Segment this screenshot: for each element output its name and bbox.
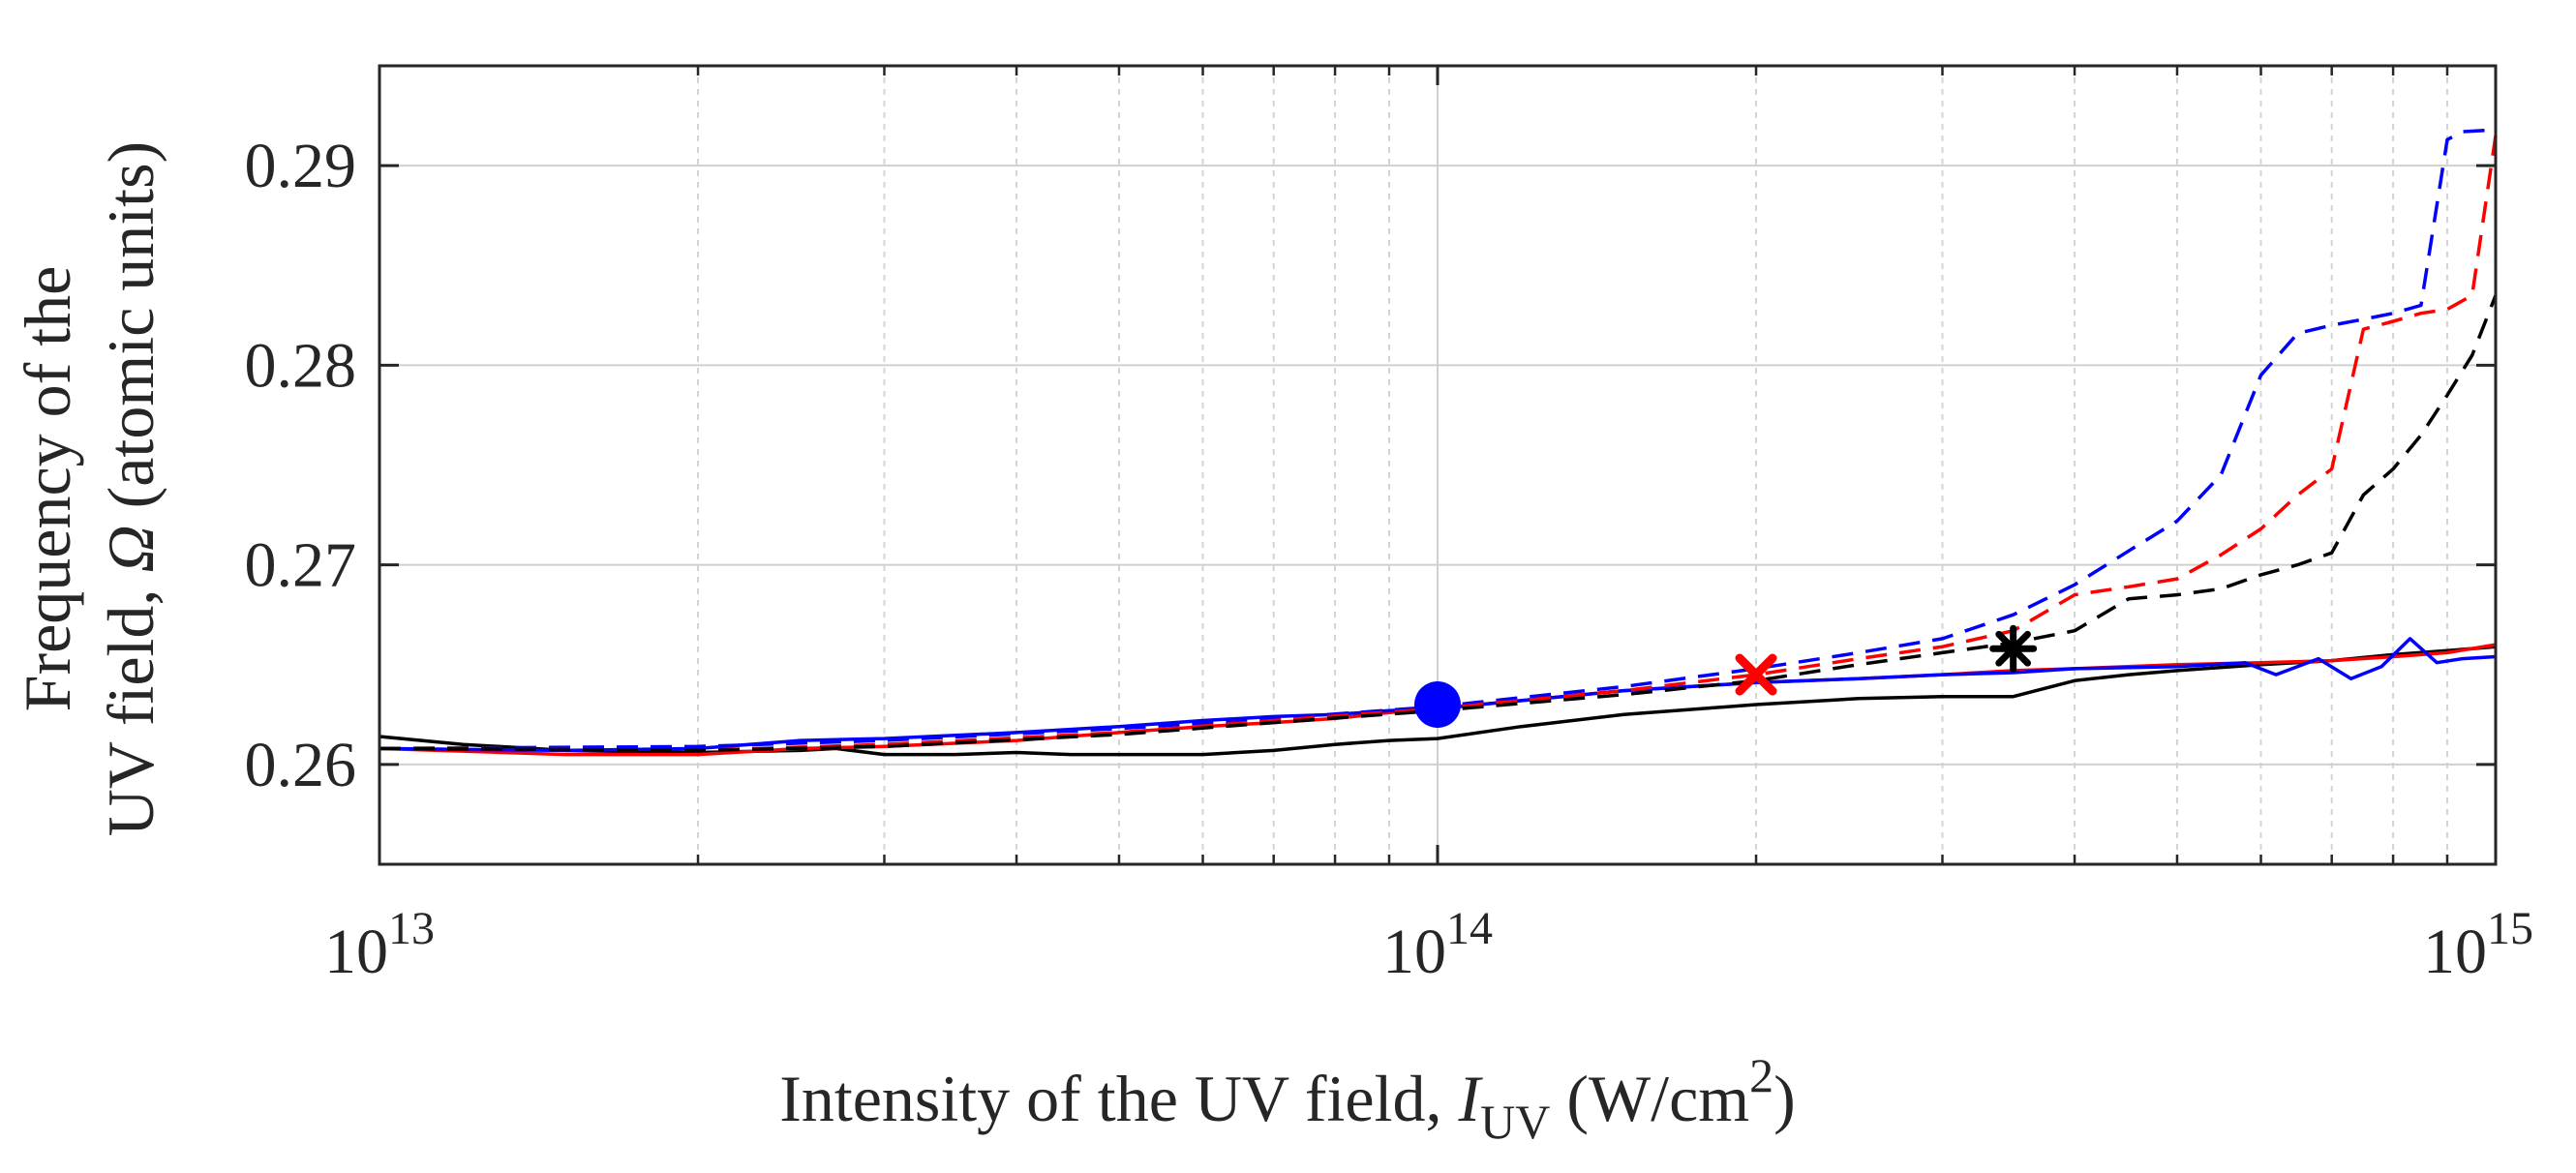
y-axis-label-line2: UV field, Ω (atomic units)	[94, 141, 167, 836]
plot-series	[379, 128, 2498, 757]
y-tick-label-0.28: 0.28	[245, 330, 357, 401]
y-axis-label-line1: Frequency of the	[11, 266, 84, 712]
series-black-dashed	[379, 294, 2498, 753]
blue-circle-marker	[1414, 681, 1461, 728]
y-tick-label-0.27: 0.27	[245, 530, 357, 601]
series-red-dashed	[379, 135, 2498, 753]
black-star-marker	[1989, 624, 2038, 673]
x-axis-label: Intensity of the UV field, IUV (W/cm2)	[779, 1048, 1796, 1149]
x-tick-label-1e15: 1015	[2423, 903, 2533, 987]
series-blue-dashed	[379, 128, 2497, 751]
red-x-marker	[1735, 653, 1777, 696]
x-tick-label-1e13: 1013	[324, 903, 435, 987]
ticks	[378, 66, 2498, 864]
x-tick-label-1e14: 1014	[1382, 903, 1493, 987]
y-tick-label-0.26: 0.26	[245, 730, 357, 800]
plot-markers	[1414, 624, 2038, 728]
y-tick-label-0.29: 0.29	[245, 131, 357, 201]
